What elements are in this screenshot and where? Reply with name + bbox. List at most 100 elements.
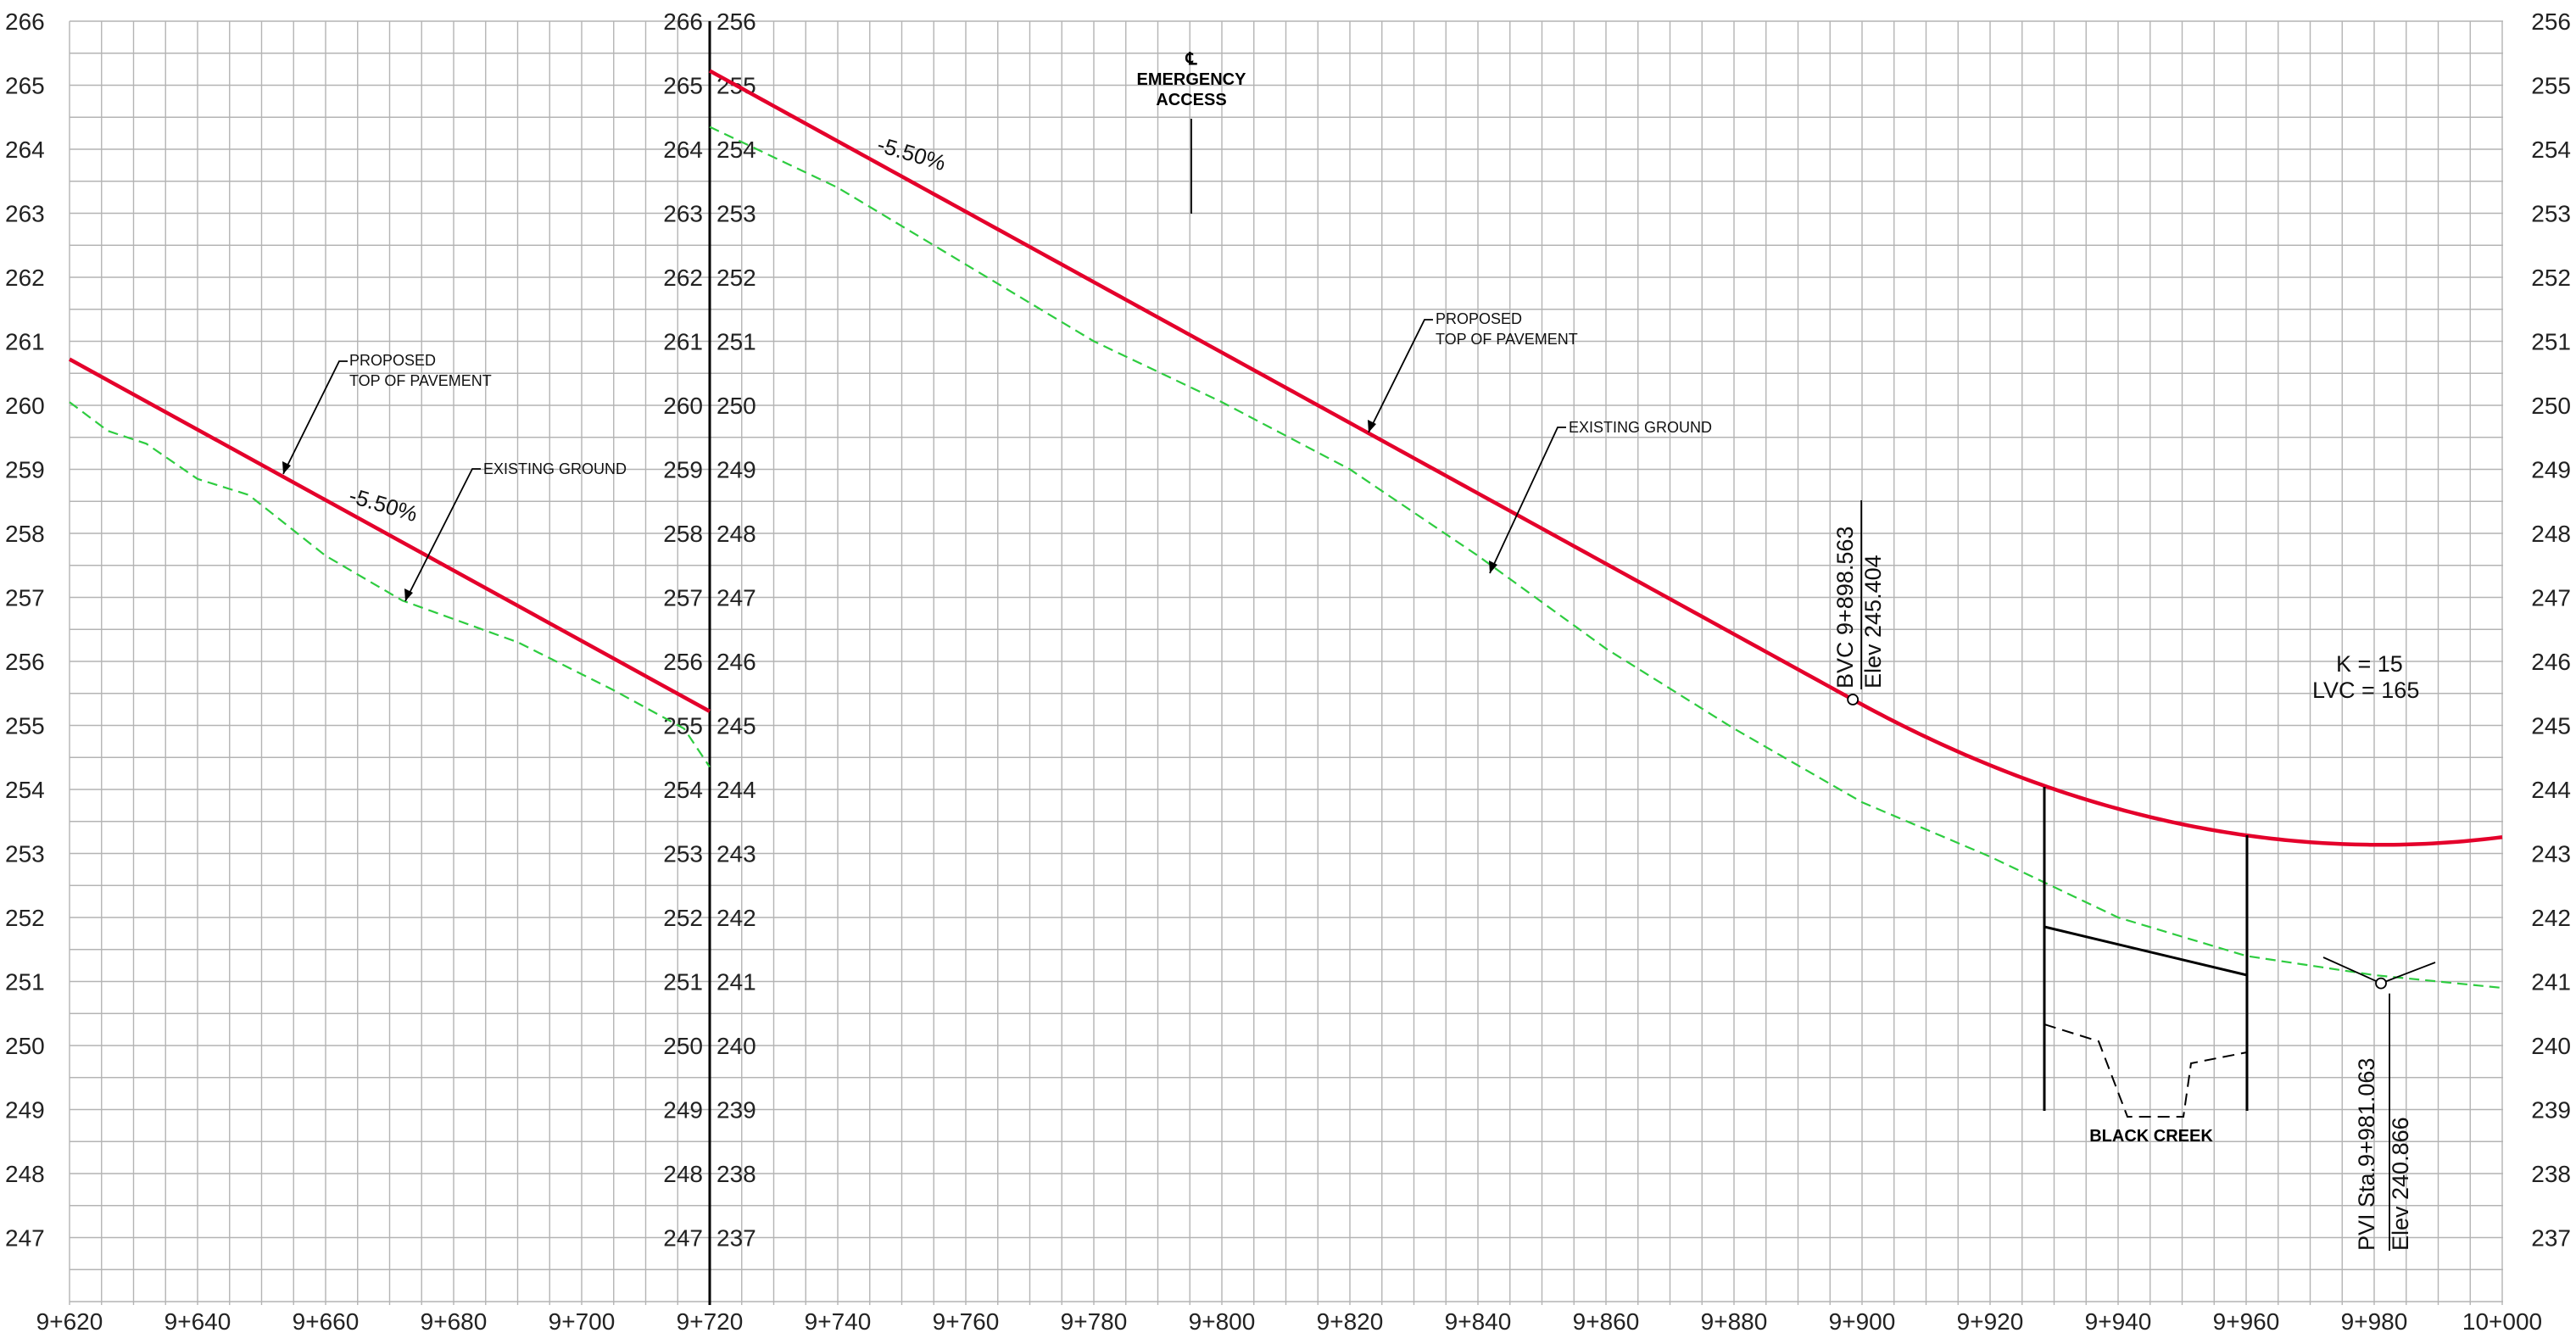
lvc-value-label: LVC = 165 [2312, 678, 2419, 703]
elevation-tick-label: 262 [5, 265, 45, 291]
elevation-tick-label: 262 [663, 265, 703, 291]
elevation-tick-label: 239 [716, 1097, 756, 1124]
station-tick-label: 9+700 [549, 1308, 616, 1335]
centerline-symbol: ℄ [1185, 50, 1198, 69]
elevation-tick-label: 240 [2531, 1033, 2571, 1059]
elevation-tick-label: 251 [2531, 329, 2571, 355]
elevation-tick-label: 264 [5, 137, 45, 163]
elevation-tick-label: 247 [2531, 585, 2571, 611]
station-tick-label: 9+880 [1701, 1308, 1768, 1335]
elevation-tick-label: 247 [663, 1225, 703, 1252]
elevation-tick-label: 247 [5, 1225, 45, 1252]
elevation-tick-label: 245 [716, 713, 756, 739]
elevation-tick-label: 249 [716, 457, 756, 483]
elevation-tick-label: 258 [5, 521, 45, 547]
elevation-tick-label: 263 [663, 201, 703, 227]
elevation-tick-label: 253 [663, 841, 703, 867]
black-creek-label: BLACK CREEK [2089, 1127, 2213, 1146]
left-panel-right-elevation-labels: 266 265 264 263 262 261 260 259 258 257 256 255 254 2… [663, 8, 703, 1252]
right-proposed-label-line1: PROPOSED [1436, 310, 1522, 327]
elevation-tick-label: 248 [716, 521, 756, 547]
elevation-tick-label: 257 [663, 585, 703, 611]
elevation-tick-label: 251 [663, 969, 703, 995]
station-tick-label: 9+840 [1445, 1308, 1512, 1335]
right-existing-leader [1489, 427, 1566, 574]
elevation-tick-label: 259 [663, 457, 703, 483]
elevation-tick-label: 259 [5, 457, 45, 483]
elevation-tick-label: 266 [663, 8, 703, 35]
station-labels: 9+620 9+640 9+660 9+680 9+700 9+720 9+740 9+760… [36, 1308, 2542, 1335]
elevation-tick-label: 250 [716, 393, 756, 419]
pvi-tangent-out [2380, 962, 2436, 984]
elevation-tick-label: 251 [5, 969, 45, 995]
station-tick-label: 9+740 [805, 1308, 872, 1335]
emergency-access-label-line1: EMERGENCY [1137, 70, 1247, 89]
elevation-tick-label: 243 [2531, 841, 2571, 867]
station-tick-label: 9+720 [677, 1308, 744, 1335]
left-proposed-pavement-line [68, 357, 711, 713]
left-panel-elevation-labels: 266 265 264 263 262 261 260 259 258 257 256 255 254 2… [5, 8, 45, 1252]
elevation-tick-label: 256 [5, 649, 45, 675]
left-proposed-leader-arrow [282, 461, 291, 474]
right-existing-leader-arrow [1489, 560, 1497, 573]
right-proposed-leader [1368, 319, 1433, 433]
elevation-tick-label: 255 [2531, 73, 2571, 99]
right-existing-ground-line [709, 125, 2503, 990]
elevation-tick-label: 249 [2531, 457, 2571, 483]
bvc-elevation-label: Elev 245.404 [1860, 555, 1886, 689]
left-existing-leader-arrow [404, 588, 413, 601]
right-panel-elevation-labels: 256 255 254 253 252 251 250 249 248 247 246 245 244 2… [2531, 8, 2571, 1252]
elevation-tick-label: 248 [663, 1161, 703, 1187]
station-tick-label: 9+640 [164, 1308, 231, 1335]
station-tick-label: 9+980 [2341, 1308, 2408, 1335]
left-existing-ground-line [69, 401, 711, 768]
elevation-tick-label: 238 [2531, 1161, 2571, 1187]
elevation-tick-label: 246 [2531, 649, 2571, 675]
elevation-tick-label: 247 [716, 585, 756, 611]
elevation-tick-label: 266 [5, 8, 45, 35]
station-tick-label: 9+960 [2213, 1308, 2280, 1335]
elevation-tick-label: 265 [5, 73, 45, 99]
elevation-tick-label: 254 [716, 137, 756, 163]
elevation-tick-label: 237 [2531, 1225, 2571, 1252]
elevation-tick-label: 246 [716, 649, 756, 675]
elevation-tick-label: 238 [716, 1161, 756, 1187]
elevation-tick-label: 244 [2531, 777, 2571, 803]
elevation-tick-label: 256 [663, 649, 703, 675]
elevation-tick-label: 261 [663, 329, 703, 355]
k-value-label: K = 15 [2336, 651, 2403, 677]
pvi-marker [2375, 977, 2387, 990]
elevation-tick-label: 260 [663, 393, 703, 419]
annotation-leaders [282, 119, 2436, 1251]
elevation-tick-label: 253 [716, 201, 756, 227]
elevation-tick-label: 249 [5, 1097, 45, 1124]
elevation-tick-label: 253 [2531, 201, 2571, 227]
elevation-tick-label: 252 [2531, 265, 2571, 291]
elevation-tick-label: 252 [5, 905, 45, 931]
grid [69, 20, 2503, 1305]
elevation-tick-label: 250 [2531, 393, 2571, 419]
pvi-elevation-label: Elev 240.866 [2388, 1117, 2413, 1251]
elevation-tick-label: 249 [663, 1097, 703, 1124]
bvc-station-label: BVC 9+898.563 [1832, 527, 1858, 689]
left-proposed-label-line2: TOP OF PAVEMENT [349, 372, 492, 389]
elevation-tick-label: 263 [5, 201, 45, 227]
elevation-tick-label: 241 [2531, 969, 2571, 995]
elevation-tick-label: 239 [2531, 1097, 2571, 1124]
profile-lines [68, 69, 2503, 990]
emergency-access-label-line2: ACCESS [1156, 91, 1226, 109]
creek-channel-outline [2044, 1023, 2248, 1118]
elevation-tick-label: 252 [716, 265, 756, 291]
elevation-tick-label: 261 [5, 329, 45, 355]
station-tick-label: 9+780 [1061, 1308, 1128, 1335]
right-panel-left-elevation-labels: 2562552542532522512502492482472462452442… [716, 8, 756, 1252]
station-tick-label: 9+660 [293, 1308, 360, 1335]
elevation-tick-label: 242 [2531, 905, 2571, 931]
station-tick-label: 9+680 [421, 1308, 488, 1335]
elevation-tick-label: 251 [716, 329, 756, 355]
elevation-tick-label: 260 [5, 393, 45, 419]
bvc-marker [1847, 694, 1860, 705]
elevation-tick-label: 256 [716, 8, 756, 35]
station-tick-label: 10+000 [2462, 1308, 2542, 1335]
